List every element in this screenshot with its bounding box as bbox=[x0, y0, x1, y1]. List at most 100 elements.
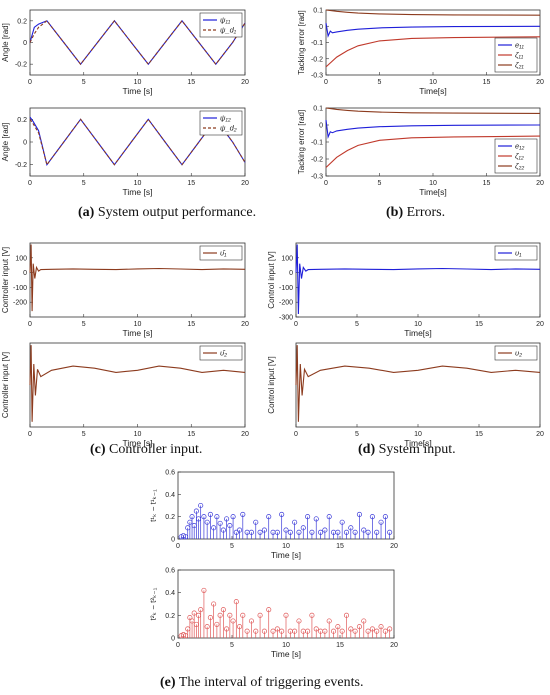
caption-d: (d) System input. bbox=[358, 442, 456, 458]
caption-a-tag: (a) bbox=[78, 205, 95, 220]
x-tick-label-d1-2: 10 bbox=[414, 321, 422, 328]
y-axis-label-d2: Control input [V] bbox=[267, 356, 276, 413]
stem-marker-e1-52 bbox=[369, 514, 375, 520]
y-tick-label-a2-1: 0 bbox=[23, 140, 27, 147]
y-tick-label-e1-2: 0.4 bbox=[165, 492, 175, 499]
stem-marker-e2-13 bbox=[211, 601, 217, 607]
x-tick-label-b2-3: 15 bbox=[483, 180, 491, 187]
stem-marker-e1-54 bbox=[378, 519, 384, 525]
stem-marker-e1-44 bbox=[335, 529, 341, 535]
x-tick-label-b2-1: 5 bbox=[378, 180, 382, 187]
stem-marker-e2-22 bbox=[240, 612, 246, 618]
stem-marker-e2-25 bbox=[253, 628, 259, 634]
series-line-c1-0 bbox=[29, 244, 246, 312]
stem-marker-e2-23 bbox=[244, 628, 250, 634]
stem-marker-e1-26 bbox=[257, 529, 263, 535]
y-tick-label-e1-1: 0.2 bbox=[165, 514, 175, 521]
legend-box-c2 bbox=[199, 345, 243, 361]
stem-marker-e1-33 bbox=[287, 529, 293, 535]
stem-marker-e2-45 bbox=[339, 628, 345, 634]
x-tick-label-a2-2: 10 bbox=[134, 180, 142, 187]
stem-marker-e2-32 bbox=[283, 612, 289, 618]
x-tick-label-e2-0: 0 bbox=[176, 642, 180, 649]
stem-marker-e1-41 bbox=[322, 527, 328, 533]
stem-marker-e2-48 bbox=[352, 628, 358, 634]
x-tick-label-c2-3: 15 bbox=[187, 431, 195, 438]
x-axis-label-c2: Time [s] bbox=[123, 438, 153, 448]
stem-marker-e2-54 bbox=[378, 624, 384, 630]
caption-c: (c) Controller input. bbox=[90, 442, 202, 458]
stem-marker-e2-35 bbox=[296, 618, 302, 624]
stem-marker-e1-34 bbox=[292, 519, 298, 525]
stem-marker-e1-32 bbox=[283, 527, 289, 533]
stem-marker-e2-55 bbox=[382, 628, 388, 634]
legend-label-d1-0: υ₁ bbox=[515, 249, 522, 258]
x-tick-label-d2-4: 20 bbox=[536, 431, 544, 438]
series-line-d1-0 bbox=[295, 244, 541, 315]
series-line-d2-0 bbox=[295, 345, 541, 422]
y-tick-label-c1-2: 0 bbox=[23, 270, 27, 277]
stem-marker-e1-50 bbox=[361, 527, 367, 533]
stem-marker-e1-17 bbox=[224, 516, 230, 522]
x-tick-label-c2-2: 10 bbox=[134, 431, 142, 438]
y-axis-label-b2: Tacking error [rad] bbox=[297, 110, 306, 174]
stem-marker-e1-45 bbox=[339, 519, 345, 525]
x-axis-label-b1: Time[s] bbox=[419, 86, 447, 96]
stem-marker-e2-52 bbox=[369, 626, 375, 632]
x-tick-label-b1-0: 0 bbox=[324, 79, 328, 86]
stem-marker-e2-24 bbox=[248, 618, 254, 624]
stem-marker-e1-10 bbox=[201, 514, 207, 520]
series-line-c2-0 bbox=[29, 345, 246, 422]
chart-e1: 0 5 10 15 20 0 0.2 0.4 0.6 Time [s] t¹ₖ − t¹ₖ₋₁ bbox=[149, 470, 398, 561]
x-tick-label-d2-3: 15 bbox=[475, 431, 483, 438]
y-tick-label-e1-0: 0 bbox=[171, 537, 175, 544]
y-tick-label-d1-2: -100 bbox=[279, 285, 293, 292]
y-tick-label-e2-2: 0.4 bbox=[165, 590, 175, 597]
stem-marker-e1-46 bbox=[343, 529, 350, 535]
legend-box-d1 bbox=[494, 245, 538, 261]
x-tick-label-a1-0: 0 bbox=[28, 79, 32, 86]
stem-marker-e1-37 bbox=[305, 514, 311, 520]
chart-a2: 0 5 10 15 20 -0.2 0 0.2 Time [s] Angle [rad] ψ₁₂ψ_… bbox=[1, 107, 249, 197]
y-tick-label-a1-1: 0 bbox=[23, 40, 27, 47]
x-tick-label-a2-1: 5 bbox=[82, 180, 86, 187]
y-tick-label-e2-0: 0 bbox=[171, 636, 175, 643]
legend-label-b2-2: ζ₂₂ bbox=[515, 162, 524, 171]
stem-marker-e2-37 bbox=[305, 628, 311, 634]
chart-a1: 0 5 10 15 20 -0.2 0 0.2 Time [s] Angle [rad] ψ₁₁ψ_… bbox=[1, 9, 249, 96]
stem-marker-e2-56 bbox=[387, 626, 393, 632]
y-tick-label-a2-0: -0.2 bbox=[15, 162, 27, 169]
x-tick-label-a1-1: 5 bbox=[82, 79, 86, 86]
x-tick-label-e2-2: 10 bbox=[282, 642, 290, 649]
x-tick-label-d1-4: 20 bbox=[536, 321, 544, 328]
x-axis-label-d1: Time[s] bbox=[404, 328, 432, 338]
legend-label-b1-2: ζ₂₁ bbox=[515, 61, 524, 70]
stem-marker-e1-25 bbox=[253, 519, 259, 525]
y-axis-label-c1: Controller input [V] bbox=[1, 247, 10, 313]
caption-e-text: The interval of triggering events. bbox=[178, 675, 364, 690]
chart-c2: 0 5 10 15 20 Time [s] Controller input [V] υ̂₂ bbox=[1, 342, 249, 448]
stem-marker-e1-42 bbox=[326, 514, 332, 520]
stem-marker-e2-41 bbox=[322, 628, 328, 634]
stem-marker-e1-9 bbox=[198, 502, 204, 509]
legend-label-a2-0: ψ₁₂ bbox=[220, 114, 231, 123]
series-line-b2-1 bbox=[325, 135, 541, 168]
stem-marker-e1-39 bbox=[313, 516, 319, 522]
y-tick-label-c1-3: 100 bbox=[15, 255, 27, 262]
y-tick-label-e2-3: 0.6 bbox=[165, 568, 175, 575]
stem-marker-e1-56 bbox=[387, 529, 393, 535]
stem-marker-e1-53 bbox=[374, 529, 380, 535]
y-axis-label-a1: Angle [rad] bbox=[1, 23, 10, 62]
legend-box-d2 bbox=[494, 345, 538, 361]
x-axis-label-a2: Time [s] bbox=[123, 187, 153, 197]
x-tick-label-b1-1: 5 bbox=[378, 79, 382, 86]
caption-d-text: System input. bbox=[378, 442, 456, 457]
series-line-b1-0 bbox=[325, 22, 541, 38]
stem-marker-e2-38 bbox=[309, 612, 315, 618]
stem-marker-e2-44 bbox=[335, 624, 341, 630]
y-tick-label-d1-0: -300 bbox=[279, 315, 293, 322]
stem-marker-e1-49 bbox=[356, 511, 362, 517]
legend-label-b2-1: ζ₁₂ bbox=[515, 152, 524, 161]
